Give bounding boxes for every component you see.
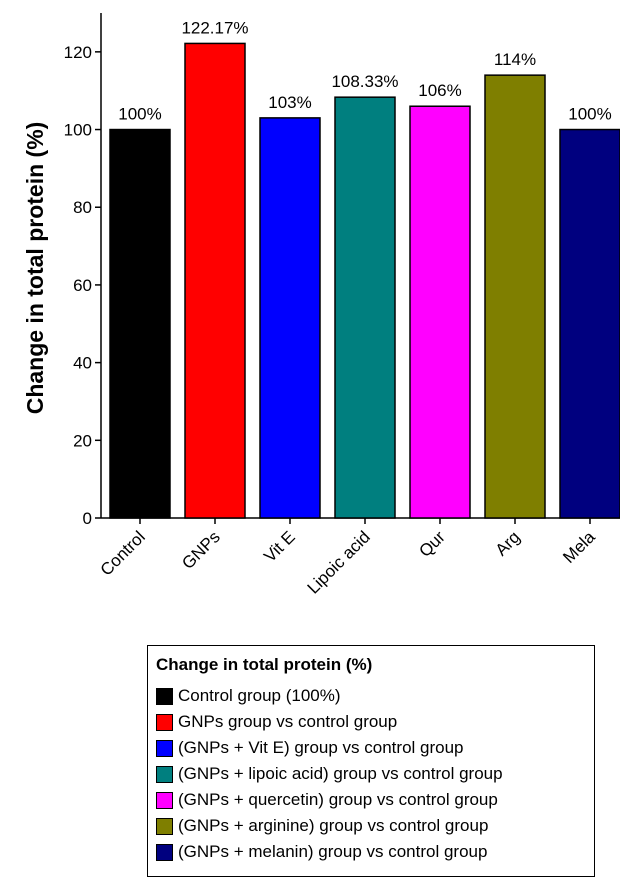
legend-item: Control group (100%)	[156, 683, 594, 709]
legend-item: (GNPs + melanin) group vs control group	[156, 839, 594, 865]
legend-label: (GNPs + melanin) group vs control group	[178, 842, 488, 861]
legend-swatch	[156, 687, 173, 705]
bar-data-label: 106%	[418, 81, 461, 100]
y-tick-label: 0	[83, 509, 92, 528]
legend-item: (GNPs + lipoic acid) group vs control gr…	[156, 761, 594, 787]
legend-swatch	[156, 791, 173, 809]
y-tick-label: 80	[73, 198, 92, 217]
legend-label: Control group (100%)	[178, 686, 341, 705]
y-tick-label: 20	[73, 431, 92, 450]
y-tick-label: 60	[73, 276, 92, 295]
x-tick-label: GNPs	[178, 527, 223, 572]
bar-data-label: 103%	[268, 93, 311, 112]
legend-label: (GNPs + lipoic acid) group vs control gr…	[178, 764, 503, 783]
bar	[559, 128, 620, 519]
bar-data-label: 108.33%	[331, 72, 398, 91]
legend-label: (GNPs + quercetin) group vs control grou…	[178, 790, 498, 809]
bar	[184, 42, 246, 519]
y-tick-label: 120	[64, 43, 92, 62]
legend: Change in total protein (%) Control grou…	[147, 645, 595, 877]
x-tick-label: Arg	[492, 527, 524, 559]
x-tick-label: Mela	[559, 527, 599, 567]
bar-data-label: 100%	[118, 105, 161, 124]
legend-item: GNPs group vs control group	[156, 709, 594, 735]
bar	[109, 128, 171, 519]
legend-item: (GNPs + Vit E) group vs control group	[156, 735, 594, 761]
legend-label: (GNPs + arginine) group vs control group	[178, 816, 489, 835]
legend-label: GNPs group vs control group	[178, 712, 398, 731]
y-axis-title: Change in total protein (%)	[22, 122, 48, 415]
x-tick-label: Control	[97, 527, 149, 579]
bar	[334, 96, 396, 519]
legend-item: (GNPs + quercetin) group vs control grou…	[156, 787, 594, 813]
bar	[409, 105, 471, 519]
y-tick-label: 40	[73, 354, 92, 373]
legend-swatch	[156, 843, 173, 861]
x-tick-label: Vit E	[260, 527, 299, 566]
legend-title: Change in total protein (%)	[156, 655, 373, 674]
y-tick-label: 100	[64, 121, 92, 140]
x-tick-label: Qur	[415, 527, 449, 561]
bar-data-label: 122.17%	[181, 18, 248, 37]
bar	[259, 117, 321, 519]
legend-swatch	[156, 765, 173, 783]
legend-item: (GNPs + arginine) group vs control group	[156, 813, 594, 839]
legend-swatch	[156, 817, 173, 835]
bar-data-label: 100%	[568, 105, 611, 124]
bar-chart: Change in total protein (%) 0 20 40 60 80 100…	[22, 13, 620, 598]
x-tick-label: Lipoic acid	[304, 527, 374, 597]
legend-swatch	[156, 739, 173, 757]
legend-label: (GNPs + Vit E) group vs control group	[178, 738, 464, 757]
legend-swatch	[156, 713, 173, 731]
bar-data-label: 114%	[494, 50, 536, 69]
bar	[484, 74, 546, 519]
